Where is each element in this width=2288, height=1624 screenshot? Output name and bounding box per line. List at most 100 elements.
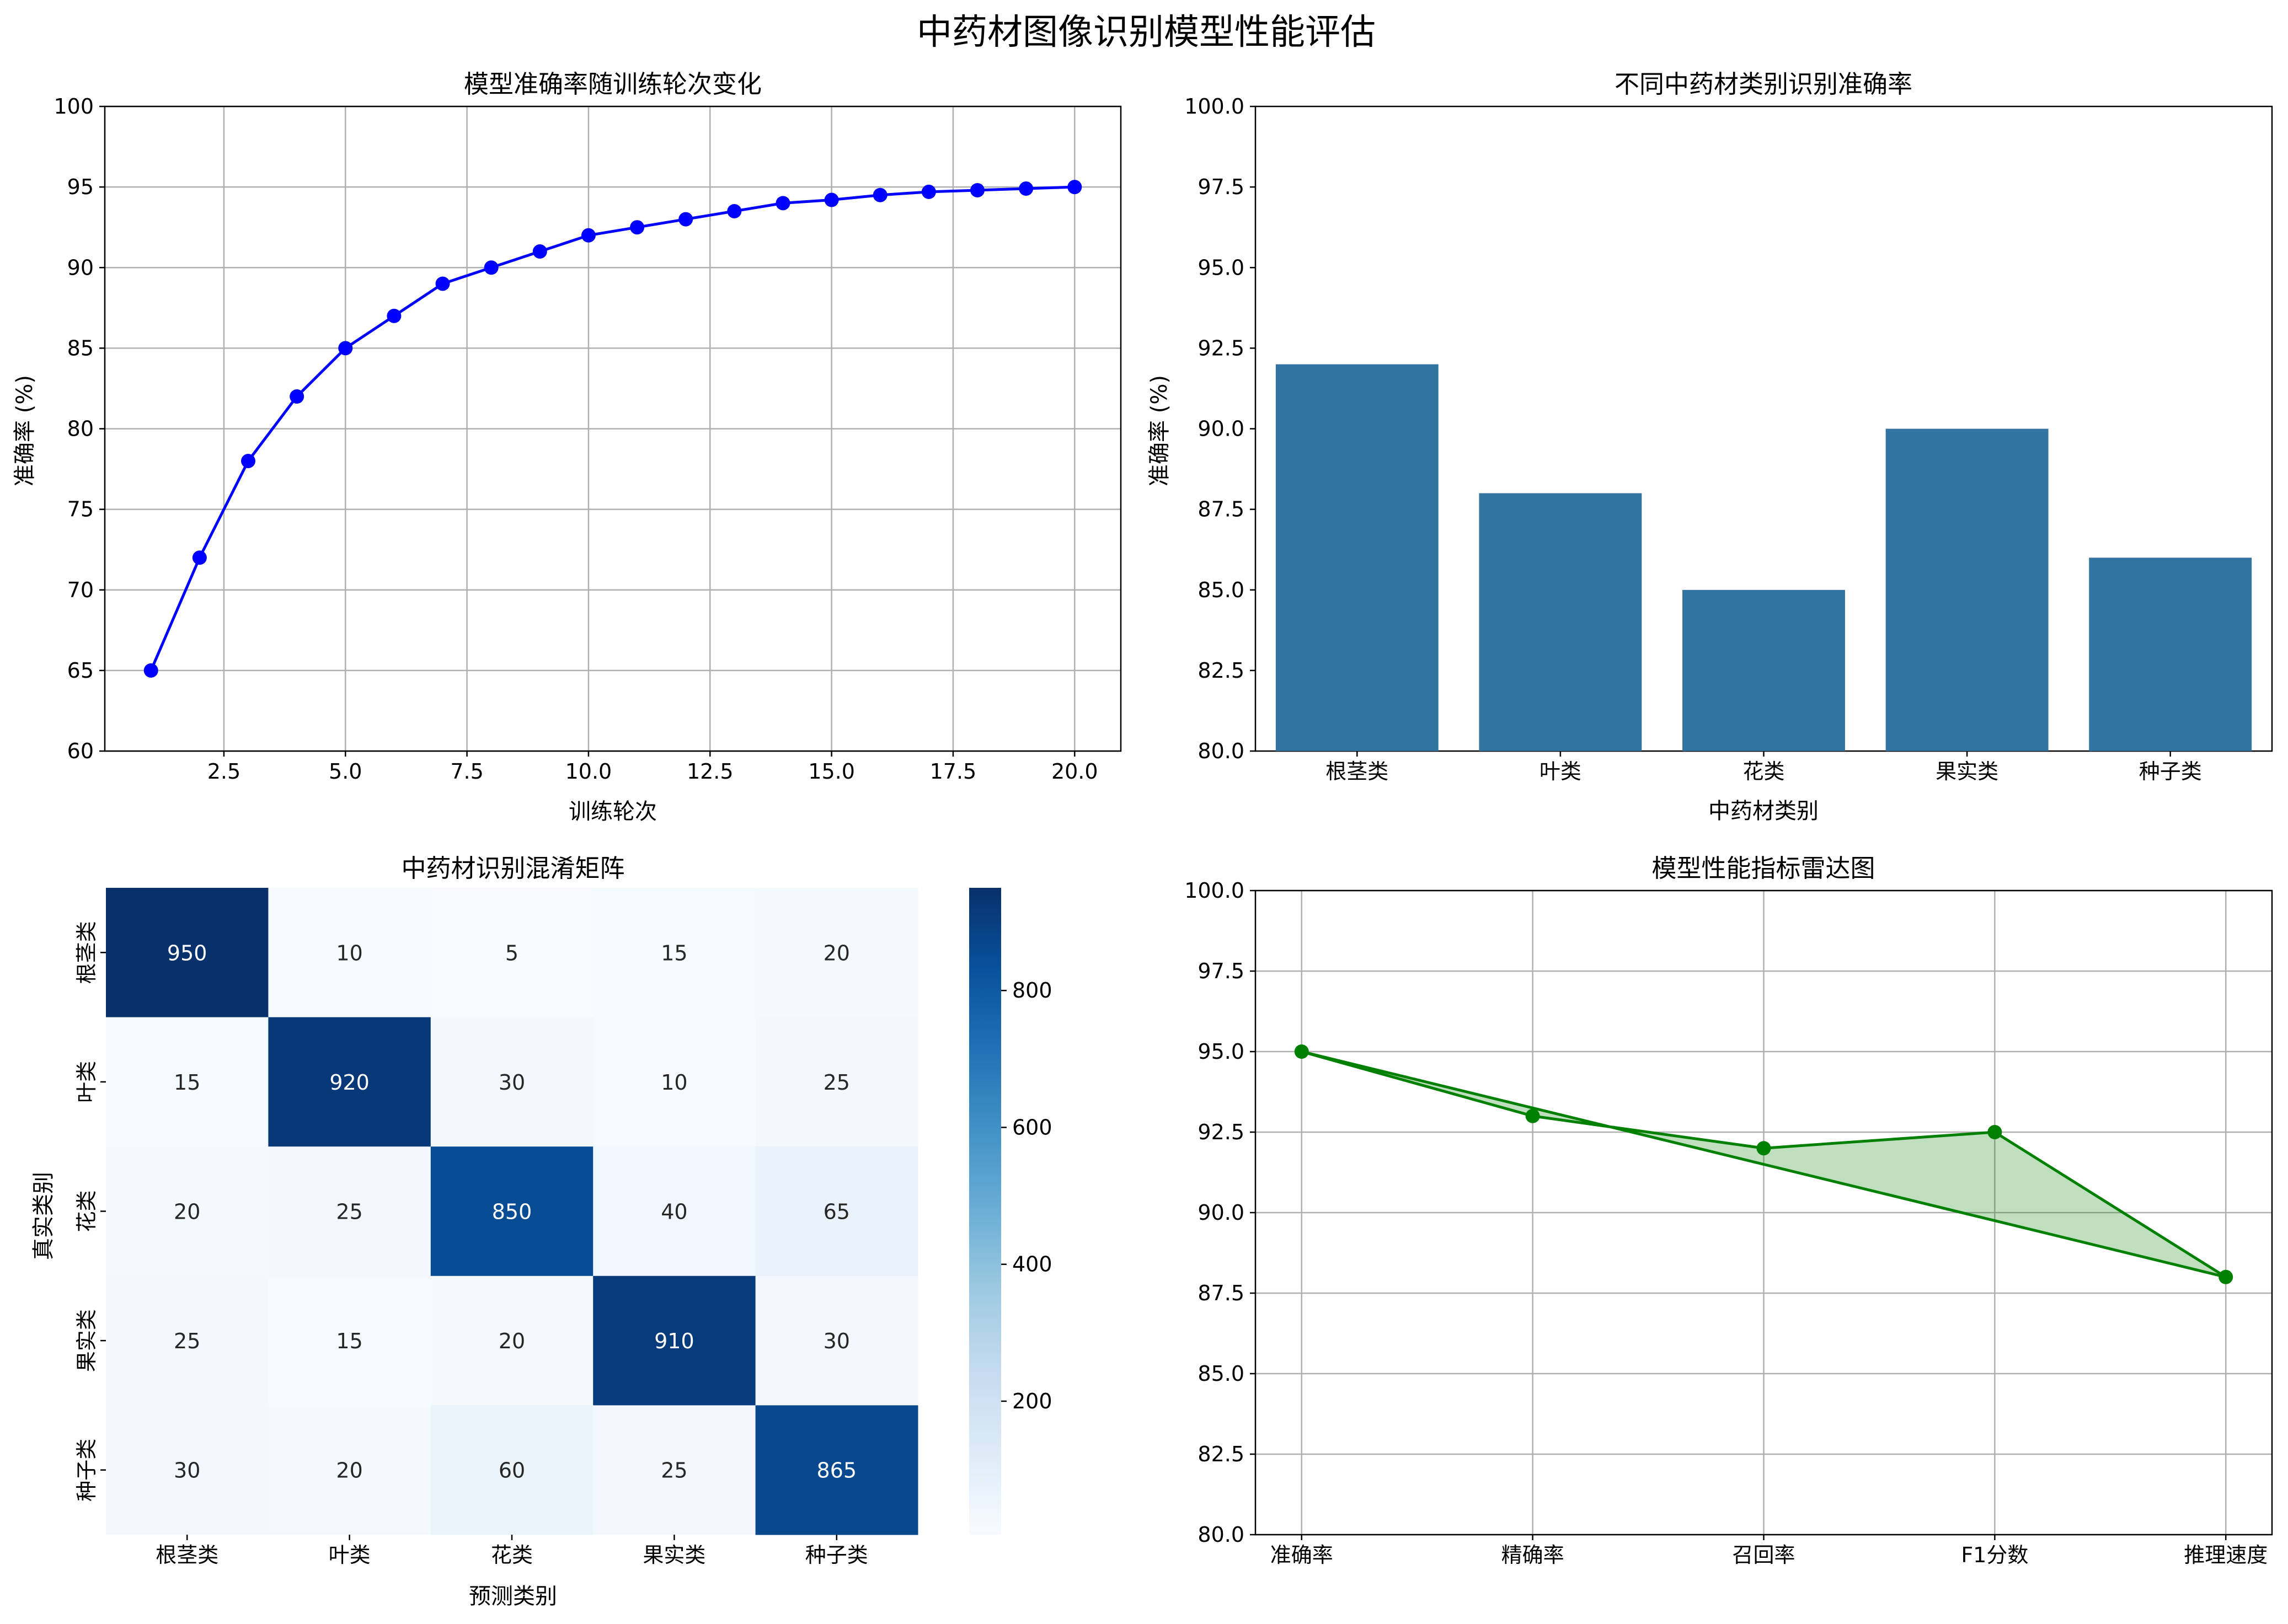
confusion-cell-label: 5 — [505, 941, 518, 965]
confusion-cell-label: 865 — [817, 1459, 857, 1483]
accuracy-point — [435, 276, 450, 291]
confusion-cell — [430, 1405, 594, 1535]
confusion-cell-label: 20 — [499, 1329, 525, 1353]
metrics-chart-title: 模型性能指标雷达图 — [1651, 854, 1875, 883]
category-bar-chart: 根茎类 叶类 花类 果实类 种子类 80.0 82.5 85.0 87.5 90.0 92.5 95… — [1147, 69, 2273, 824]
confusion-y-tick-label: 根茎类 — [74, 921, 99, 984]
confusion-cell — [268, 1146, 431, 1277]
category-bars — [1275, 364, 2252, 751]
accuracy-y-tick-label: 85 — [67, 336, 94, 360]
category-y-tick-label: 100.0 — [1184, 94, 1244, 119]
accuracy-y-ticks: 60 65 70 75 80 85 90 95 100 — [54, 94, 105, 763]
confusion-cell-label: 850 — [492, 1200, 532, 1224]
accuracy-x-tick-label: 5.0 — [329, 759, 362, 784]
metrics-y-tick-label: 95.0 — [1198, 1039, 1244, 1064]
confusion-cell-label: 950 — [167, 941, 207, 965]
accuracy-point — [192, 550, 207, 565]
confusion-cell-label: 40 — [661, 1200, 687, 1224]
colorbar-tick-label: 600 — [1012, 1115, 1052, 1139]
metrics-point — [2218, 1269, 2233, 1284]
confusion-cell — [593, 1017, 756, 1147]
metrics-line — [1301, 1050, 2227, 1279]
category-x-tick-label: 花类 — [1742, 759, 1784, 784]
confusion-cell — [593, 1405, 756, 1535]
confusion-cell — [430, 1017, 594, 1147]
confusion-x-tick-label: 根茎类 — [156, 1543, 218, 1567]
metrics-x-tick-label: 准确率 — [1270, 1543, 1333, 1567]
confusion-y-tick-label: 种子类 — [74, 1439, 99, 1502]
accuracy-point — [630, 220, 645, 235]
category-bar — [1275, 364, 1439, 751]
confusion-x-tick-label: 种子类 — [805, 1543, 868, 1567]
confusion-cell — [268, 888, 431, 1018]
confusion-cell-label: 910 — [654, 1329, 694, 1353]
accuracy-y-tick-label: 60 — [67, 739, 94, 763]
accuracy-x-tick-label: 15.0 — [808, 759, 855, 784]
confusion-cell — [593, 1275, 756, 1406]
accuracy-x-tick-label: 7.5 — [450, 759, 483, 784]
category-y-tick-label: 85.0 — [1198, 578, 1244, 602]
confusion-cell — [106, 1405, 269, 1535]
confusion-cell-label: 920 — [329, 1070, 370, 1095]
metrics-y-tick-label: 87.5 — [1198, 1281, 1244, 1305]
metrics-y-tick-label: 92.5 — [1198, 1120, 1244, 1144]
category-bar — [1479, 493, 1642, 751]
metrics-point — [1987, 1125, 2002, 1139]
metrics-x-tick-label: 精确率 — [1501, 1543, 1564, 1567]
accuracy-point — [581, 228, 596, 243]
category-x-tick-label: 叶类 — [1539, 759, 1581, 784]
accuracy-point — [1067, 180, 1082, 195]
colorbar-bar — [969, 888, 1001, 1535]
confusion-cell — [755, 1275, 918, 1406]
category-x-tick-label: 种子类 — [2139, 759, 2202, 784]
confusion-y-tick-label: 花类 — [74, 1190, 99, 1232]
metrics-y-tick-label: 97.5 — [1198, 959, 1244, 983]
confusion-y-tick-label: 果实类 — [74, 1309, 99, 1372]
category-y-tick-label: 95.0 — [1198, 255, 1244, 280]
accuracy-point — [240, 453, 255, 468]
confusion-cell-label: 30 — [824, 1329, 850, 1353]
category-bar — [1885, 428, 2049, 751]
confusion-cell — [430, 1275, 594, 1406]
confusion-x-label: 预测类别 — [469, 1584, 557, 1609]
category-y-label: 准确率 (%) — [1147, 375, 1172, 486]
accuracy-point — [776, 196, 790, 211]
confusion-cell-label: 30 — [174, 1459, 200, 1483]
colorbar-tick-label: 400 — [1012, 1252, 1052, 1277]
category-chart-title: 不同中药材类别识别准确率 — [1615, 69, 1912, 99]
confusion-chart-title: 中药材识别混淆矩阵 — [401, 854, 624, 883]
accuracy-y-tick-label: 80 — [67, 417, 94, 441]
category-y-ticks: 80.0 82.5 85.0 87.5 90.0 92.5 95.0 97.5 100.0 — [1184, 94, 1255, 763]
confusion-y-tick-label: 叶类 — [74, 1061, 99, 1103]
accuracy-x-tick-label: 20.0 — [1051, 759, 1098, 784]
category-y-tick-label: 90.0 — [1198, 417, 1244, 441]
accuracy-x-tick-label: 2.5 — [207, 759, 240, 784]
confusion-cell — [106, 1275, 269, 1406]
category-y-tick-label: 92.5 — [1198, 336, 1244, 360]
confusion-cell-label: 25 — [174, 1329, 200, 1353]
confusion-cell-label: 15 — [336, 1329, 362, 1353]
metrics-point — [1294, 1044, 1309, 1059]
category-x-tick-label: 根茎类 — [1325, 759, 1388, 784]
colorbar-tick-label: 800 — [1012, 978, 1052, 1003]
confusion-matrix-heatmap: 950 10 5 15 20 15 920 30 10 25 20 25 850 40 65 25 15 20 91… — [31, 854, 1052, 1609]
accuracy-point — [921, 184, 936, 199]
accuracy-y-tick-label: 95 — [67, 175, 94, 199]
metrics-point — [1756, 1141, 1771, 1156]
accuracy-point — [484, 260, 499, 275]
confusion-cells — [106, 888, 918, 1535]
metrics-series — [1294, 1044, 2233, 1284]
metrics-x-tick-label: F1分数 — [1961, 1543, 2028, 1567]
category-bar — [2089, 558, 2252, 751]
accuracy-y-tick-label: 70 — [67, 578, 94, 602]
confusion-cell-label: 65 — [824, 1200, 850, 1224]
metrics-x-tick-label: 召回率 — [1732, 1543, 1795, 1567]
confusion-cell-label: 10 — [336, 941, 362, 965]
accuracy-y-tick-label: 100 — [54, 94, 94, 119]
metrics-y-tick-label: 82.5 — [1198, 1442, 1244, 1466]
category-y-tick-label: 87.5 — [1198, 497, 1244, 522]
confusion-x-ticks: 根茎类 叶类 花类 果实类 种子类 — [156, 1535, 868, 1567]
confusion-cell-label: 30 — [499, 1070, 525, 1095]
metrics-y-tick-label: 100.0 — [1184, 878, 1244, 903]
